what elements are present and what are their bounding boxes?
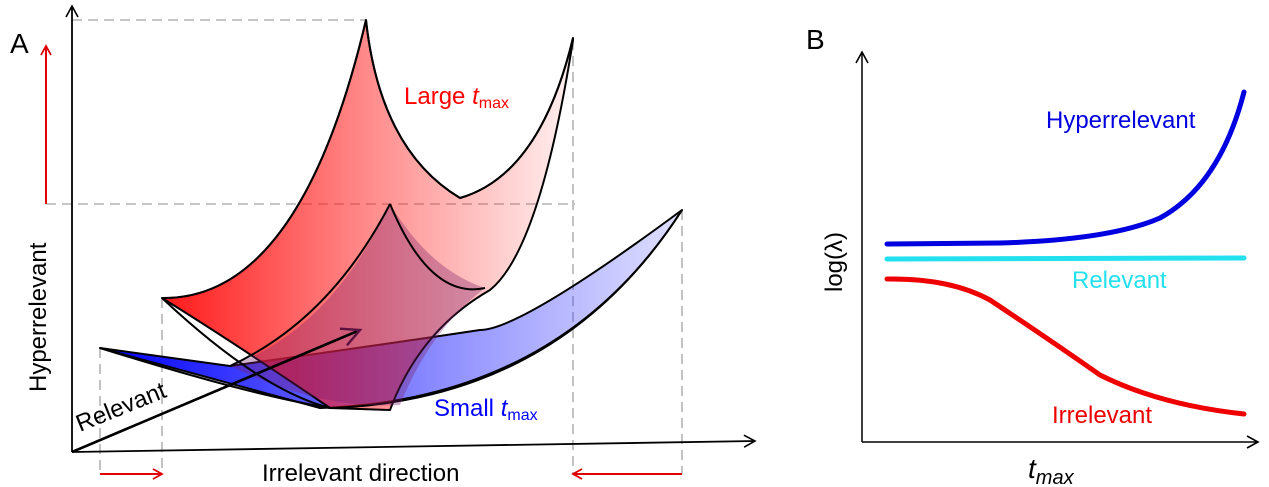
- relevant-axis-label: Relevant: [72, 377, 170, 438]
- irrelevant-curve: [884, 276, 1247, 417]
- panel-b: B log(λ) tmax Hyperrelevant Relevant Irr…: [806, 24, 1260, 487]
- panel-a: A Hyperrelevant Irrelevant direction Rel…: [10, 4, 757, 487]
- panel-b-ylabel: log(λ): [821, 232, 848, 292]
- irrelevant-axis-label: Irrelevant direction: [262, 460, 459, 487]
- hyperrelevant-curve: [884, 89, 1247, 247]
- horizontal-axis: [71, 434, 757, 453]
- panel-b-xlabel: tmax: [1028, 453, 1075, 487]
- panel-a-letter: A: [10, 28, 29, 59]
- overlap-region: [230, 204, 485, 406]
- hyperrelevant-label: Hyperrelevant: [1046, 107, 1196, 134]
- relevant-arrow: [71, 327, 363, 454]
- hyperrelevant-axis-label: Hyperrelevant: [25, 242, 52, 392]
- small-tmax-label: Small tmax: [434, 395, 538, 424]
- large-tmax-outline: [161, 19, 574, 300]
- relevant-curve: [884, 255, 1247, 262]
- irrelevant-label: Irrelevant: [1052, 402, 1152, 429]
- small-tmax-front-edge: [99, 209, 683, 410]
- large-tmax-edges: [161, 203, 486, 409]
- relevant-label: Relevant: [1072, 267, 1167, 294]
- panel-b-letter: B: [806, 24, 825, 55]
- large-tmax-label: Large tmax: [404, 83, 509, 112]
